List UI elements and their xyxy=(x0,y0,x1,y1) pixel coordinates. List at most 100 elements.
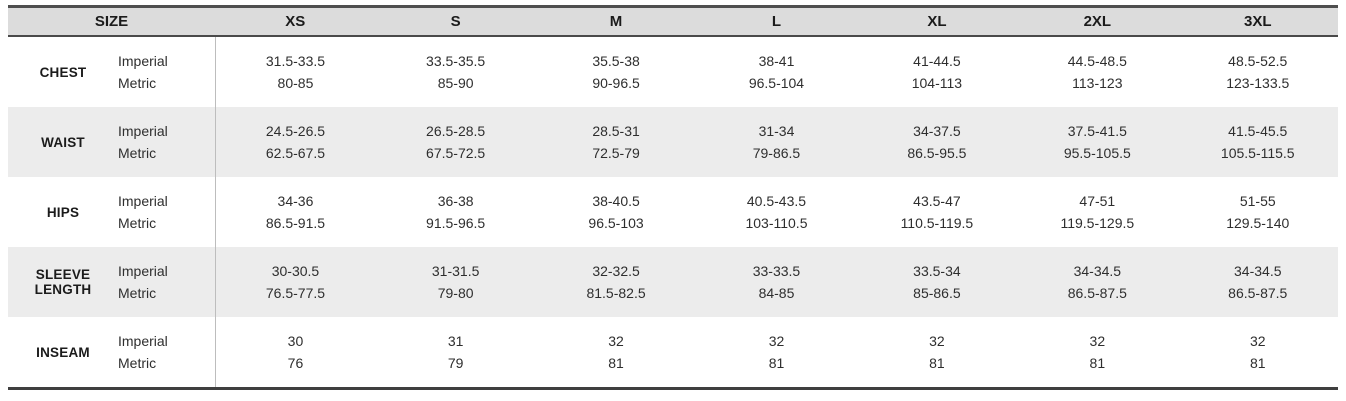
measurement-cell: 41.5-45.5 105.5-115.5 xyxy=(1177,107,1338,177)
imperial-value: 24.5-26.5 xyxy=(265,123,326,139)
header-row: SIZE XS S M L XL 2XL 3XL xyxy=(8,6,1338,37)
imperial-value: 31 xyxy=(447,333,464,349)
metric-value: 76.5-77.5 xyxy=(265,285,326,301)
unit-labels: Imperial Metric xyxy=(118,317,215,389)
imperial-value: 33.5-35.5 xyxy=(426,53,486,69)
measurement-cell: 43.5-47 110.5-119.5 xyxy=(856,177,1018,247)
imperial-value: 31-34 xyxy=(758,123,795,139)
imperial-value: 40.5-43.5 xyxy=(746,193,807,209)
imperial-value: 32-32.5 xyxy=(592,263,640,279)
imperial-value: 32 xyxy=(768,333,785,349)
measurement-cell: 41-44.5 104-113 xyxy=(856,36,1018,107)
column-header-s: S xyxy=(375,6,536,37)
metric-value: 90-96.5 xyxy=(592,75,640,91)
unit-label-metric: Metric xyxy=(118,75,157,91)
measurement-cell: 38-40.5 96.5-103 xyxy=(535,177,697,247)
unit-label-imperial: Imperial xyxy=(118,333,168,349)
metric-value: 105.5-115.5 xyxy=(1220,145,1295,161)
metric-value: 104-113 xyxy=(911,75,963,91)
imperial-value: 34-34.5 xyxy=(1234,263,1282,279)
metric-value: 81 xyxy=(768,355,785,371)
unit-label-imperial: Imperial xyxy=(118,123,168,139)
unit-label-metric: Metric xyxy=(118,355,157,371)
unit-label-metric: Metric xyxy=(118,215,157,231)
unit-label-imperial: Imperial xyxy=(118,53,168,69)
measurement-cell: 34-36 86.5-91.5 xyxy=(214,177,376,247)
size-header: SIZE xyxy=(8,6,215,37)
imperial-value: 30-30.5 xyxy=(271,263,320,279)
table-row-waist: WAIST Imperial Metric 24.5-26.5 62.5-67.… xyxy=(8,107,1338,177)
metric-value: 76 xyxy=(287,355,304,371)
column-header-xs: XS xyxy=(215,6,376,37)
metric-value: 80-85 xyxy=(277,75,314,91)
measurement-cell: 36-38 91.5-96.5 xyxy=(375,177,536,247)
unit-labels: Imperial Metric xyxy=(118,36,215,107)
imperial-value: 26.5-28.5 xyxy=(426,123,486,139)
imperial-value: 32 xyxy=(1249,333,1266,349)
metric-value: 96.5-103 xyxy=(588,215,644,231)
metric-value: 86.5-95.5 xyxy=(907,145,967,161)
metric-value: 67.5-72.5 xyxy=(426,145,486,161)
measurement-cell: 32-32.5 81.5-82.5 xyxy=(535,247,697,317)
measurement-cell: 34-34.5 86.5-87.5 xyxy=(1017,247,1178,317)
table-row-hips: HIPS Imperial Metric 34-36 86.5-91.5 36-… xyxy=(8,177,1338,247)
measurement-cell: 40.5-43.5 103-110.5 xyxy=(696,177,857,247)
metric-value: 91.5-96.5 xyxy=(426,215,486,231)
metric-value: 84-85 xyxy=(758,285,795,301)
imperial-value: 48.5-52.5 xyxy=(1228,53,1288,69)
metric-value: 86.5-91.5 xyxy=(265,215,326,231)
metric-value: 96.5-104 xyxy=(748,75,805,91)
measurement-cell: 31-34 79-86.5 xyxy=(696,107,857,177)
measurement-cell: 31-31.5 79-80 xyxy=(375,247,536,317)
measurement-cell: 34-37.5 86.5-95.5 xyxy=(856,107,1018,177)
imperial-value: 28.5-31 xyxy=(592,123,640,139)
measurement-cell: 32 81 xyxy=(1177,317,1338,389)
row-label: HIPS xyxy=(8,177,118,247)
imperial-value: 33-33.5 xyxy=(752,263,801,279)
table-row-sleeve-length: SLEEVE LENGTH Imperial Metric 30-30.5 76… xyxy=(8,247,1338,317)
imperial-value: 33.5-34 xyxy=(913,263,961,279)
column-header-2xl: 2XL xyxy=(1017,6,1178,37)
imperial-value: 34-37.5 xyxy=(913,123,961,139)
imperial-value: 34-34.5 xyxy=(1073,263,1122,279)
imperial-value: 38-40.5 xyxy=(592,193,640,209)
metric-value: 79 xyxy=(447,355,464,371)
metric-value: 81 xyxy=(929,355,945,371)
unit-label-imperial: Imperial xyxy=(118,263,168,279)
imperial-value: 41.5-45.5 xyxy=(1228,123,1288,139)
imperial-value: 44.5-48.5 xyxy=(1067,53,1127,69)
metric-value: 79-80 xyxy=(437,285,474,301)
unit-label-metric: Metric xyxy=(118,145,157,161)
imperial-value: 32 xyxy=(608,333,624,349)
imperial-value: 31.5-33.5 xyxy=(265,53,326,69)
measurement-cell: 33.5-34 85-86.5 xyxy=(856,247,1018,317)
metric-value: 81.5-82.5 xyxy=(586,285,646,301)
table-row-inseam: INSEAM Imperial Metric 30 76 31 79 32 81 xyxy=(8,317,1338,389)
metric-value: 110.5-119.5 xyxy=(900,215,974,231)
size-chart-container: SIZE XS S M L XL 2XL 3XL CHEST Imperial … xyxy=(8,5,1338,390)
size-chart-table: SIZE XS S M L XL 2XL 3XL CHEST Imperial … xyxy=(8,5,1338,390)
measurement-cell: 30-30.5 76.5-77.5 xyxy=(214,247,376,317)
measurement-cell: 35.5-38 90-96.5 xyxy=(535,36,697,107)
row-label: SLEEVE LENGTH xyxy=(8,247,118,317)
unit-labels: Imperial Metric xyxy=(118,247,215,317)
metric-value: 72.5-79 xyxy=(592,145,640,161)
imperial-value: 32 xyxy=(929,333,945,349)
row-label: INSEAM xyxy=(8,317,118,389)
imperial-value: 41-44.5 xyxy=(913,53,961,69)
metric-value: 62.5-67.5 xyxy=(265,145,326,161)
measurement-cell: 30 76 xyxy=(214,317,376,389)
measurement-cell: 26.5-28.5 67.5-72.5 xyxy=(375,107,536,177)
metric-value: 86.5-87.5 xyxy=(1228,285,1288,301)
measurement-cell: 32 81 xyxy=(856,317,1018,389)
measurement-cell: 31 79 xyxy=(375,317,536,389)
measurement-cell: 33-33.5 84-85 xyxy=(696,247,857,317)
measurement-cell: 44.5-48.5 113-123 xyxy=(1017,36,1178,107)
measurement-cell: 48.5-52.5 123-133.5 xyxy=(1177,36,1338,107)
imperial-value: 37.5-41.5 xyxy=(1067,123,1127,139)
unit-labels: Imperial Metric xyxy=(118,107,215,177)
imperial-value: 34-36 xyxy=(277,193,314,209)
column-header-l: L xyxy=(696,6,857,37)
metric-value: 79-86.5 xyxy=(752,145,801,161)
measurement-cell: 33.5-35.5 85-90 xyxy=(375,36,536,107)
